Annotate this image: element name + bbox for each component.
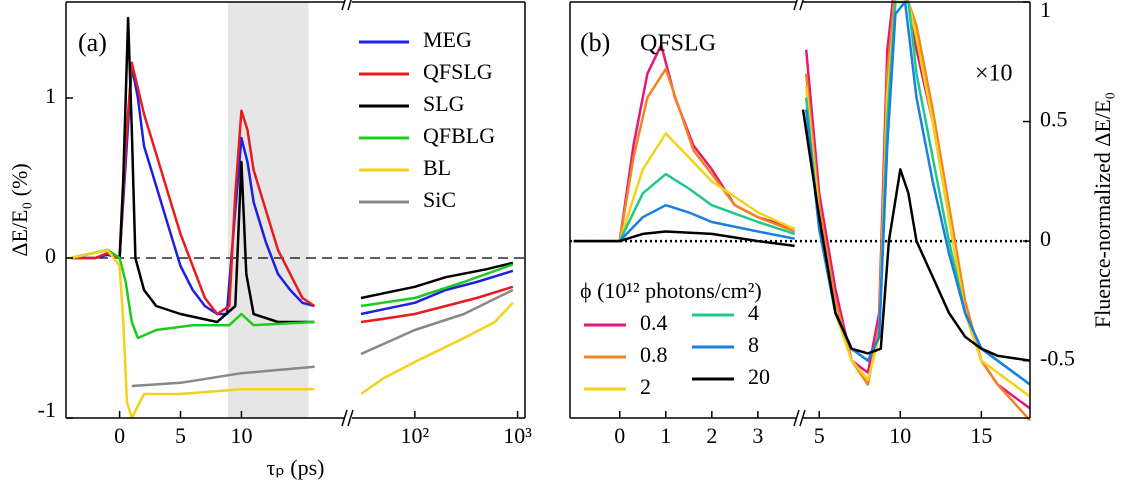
x-tick-label: 3 [752,423,763,448]
x-tick-label: 15 [970,423,992,448]
y-axis-label: ΔE/E₀ (%) [7,163,32,256]
x-tick-label: 10² [400,423,429,448]
legend-label: 4 [748,300,759,325]
x-axis-label: τₚ (ps) [267,455,325,480]
data-line [573,109,1031,362]
y-tick-label: 1 [45,83,56,108]
y-tick-label: 0 [45,243,56,268]
legend-label: 0.4 [640,310,668,335]
axis-break [347,0,352,11]
y-axis-label: Fluence-normalized ΔE/E₀ [1090,92,1115,328]
x-tick-label: 10³ [503,423,532,448]
panel: 0 5 10 10² 10³ -1 0 1 τₚ (ps) ΔE/E₀ (%) (a) MEG QFSL… [7,0,532,480]
x-tick-label: 10 [230,423,252,448]
legend-label: SiC [423,187,456,212]
panel-label: (a) [78,28,107,57]
annotation: ×10 [975,61,1013,87]
data-line [70,248,514,340]
y-tick-label: 0 [1040,226,1051,251]
y-tick-label: 1 [1040,0,1051,22]
data-line [70,248,514,420]
x-tick-label: 2 [706,423,717,448]
legend-label: 20 [748,364,770,389]
legend-label: MEG [423,27,472,52]
axis-break [799,409,806,427]
x-tick-label: 0 [114,423,125,448]
axis-break [347,409,354,427]
data-line [70,16,514,324]
axis-break [793,409,800,427]
shaded-region [228,2,309,418]
panel-label: (b) [580,28,610,57]
y-tick-label: -1 [38,397,56,422]
y-tick-label: -0.5 [1040,346,1075,371]
x-tick-label: 5 [814,423,825,448]
legend-label: 0.8 [640,342,668,367]
x-tick-label: 1 [660,423,671,448]
legend-label: SLG [423,91,465,116]
legend-label: QFSLG [423,59,493,84]
legend-title: ϕ (10¹² photons/cm²) [580,278,762,303]
data-line [573,0,1031,398]
axis-break [341,409,348,427]
y-tick-label: 0.5 [1040,107,1068,132]
annotation: QFSLG [640,31,716,57]
axis-break [799,0,804,11]
legend-label: 2 [640,374,651,399]
axis-break [341,0,346,11]
legend-label: BL [423,155,451,180]
axis-break [793,0,798,11]
x-tick-label: 5 [175,423,186,448]
x-tick-label: 10 [889,423,911,448]
legend-label: 8 [748,332,759,357]
legend-label: QFBLG [423,123,495,148]
data-line [131,288,514,388]
x-tick-label: 0 [614,423,625,448]
